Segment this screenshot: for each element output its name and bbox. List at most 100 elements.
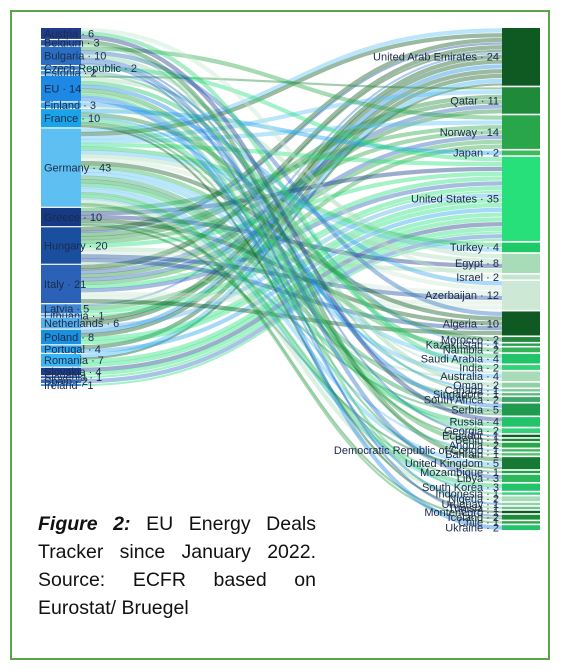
target-label-tunisia: Tunisia · 1 bbox=[448, 503, 499, 515]
link-eu-to-angola bbox=[80, 88, 503, 448]
link-hungary-to-azerbaijan bbox=[80, 254, 503, 300]
target-node-tunisia bbox=[502, 506, 540, 510]
target-node-algeria bbox=[502, 311, 540, 336]
source-label-latvia: Latvia · 5 bbox=[44, 304, 89, 316]
source-label-finland: Finland · 3 bbox=[44, 100, 96, 112]
link-belgium-to-united-kingdom bbox=[80, 39, 503, 462]
link-poland-to-united-states bbox=[80, 202, 503, 345]
source-label-ireland: Ireland · 1 bbox=[44, 380, 94, 392]
target-label-egypt: Egypt · 8 bbox=[455, 258, 499, 270]
source-label-france: France · 10 bbox=[44, 113, 100, 125]
link-italy-to-united-arab-emirates bbox=[80, 49, 503, 271]
target-node-morocco bbox=[502, 337, 540, 342]
target-node-saudi-arabia bbox=[502, 353, 540, 364]
target-node-angola bbox=[502, 442, 540, 448]
link-austria-to-russia bbox=[80, 34, 503, 422]
target-node-australia bbox=[502, 371, 540, 382]
link-germany-to-serbia bbox=[80, 179, 503, 413]
link-italy-to-norway bbox=[80, 134, 503, 282]
source-node-estonia bbox=[41, 70, 81, 75]
target-label-democratic-republic-of-congo: Democratic Republic of Congo · 1 bbox=[334, 445, 499, 457]
source-node-lithuania bbox=[41, 314, 81, 317]
link-greece-to-united-kingdom bbox=[80, 224, 503, 470]
target-node-chile bbox=[502, 521, 540, 524]
link-slovakia-to-united-states bbox=[80, 226, 503, 376]
source-label-portugal: Portugal · 4 bbox=[44, 344, 101, 356]
link-germany-to-united-kingdom bbox=[80, 188, 503, 467]
target-node-israel bbox=[502, 274, 540, 280]
source-label-germany: Germany · 43 bbox=[44, 162, 111, 174]
link-hungary-to-australia bbox=[80, 261, 503, 381]
link-germany-to-namibia bbox=[80, 164, 503, 352]
source-node-portugal bbox=[41, 345, 81, 353]
link-finland-to-azerbaijan bbox=[80, 102, 503, 286]
figure-frame bbox=[10, 10, 550, 660]
link-france-to-montenegro bbox=[80, 125, 503, 514]
link-romania-to-united-arab-emirates bbox=[80, 78, 503, 358]
link-netherlands-to-united-arab-emirates bbox=[80, 59, 503, 326]
link-ireland-to-united-states bbox=[80, 238, 503, 387]
target-label-norway: Norway · 14 bbox=[440, 127, 499, 139]
link-bulgaria-to-libya bbox=[80, 59, 503, 480]
target-label-south-africa: South Africa · 2 bbox=[424, 394, 499, 406]
target-node-japan bbox=[502, 150, 540, 156]
source-node-france bbox=[41, 109, 81, 128]
target-node-serbia bbox=[502, 403, 540, 416]
source-node-eu bbox=[41, 75, 81, 102]
target-node-ukraine bbox=[502, 525, 540, 530]
target-node-montenegro bbox=[502, 510, 540, 514]
target-label-ecuador: Ecuador · 1 bbox=[442, 431, 499, 443]
target-label-kazakhstan: Kazakhstan · 1 bbox=[426, 339, 499, 351]
target-node-bahrain bbox=[502, 453, 540, 456]
source-node-belgium bbox=[41, 40, 81, 46]
link-romania-to-united-arab-emirates bbox=[80, 83, 503, 360]
sankey-links bbox=[80, 27, 503, 530]
source-node-germany bbox=[41, 128, 81, 207]
link-eu-to-indonesia bbox=[80, 93, 503, 495]
target-node-russia bbox=[502, 417, 540, 427]
link-france-to-morocco bbox=[80, 112, 503, 342]
link-france-to-canada bbox=[80, 116, 503, 392]
target-label-serbia: Serbia · 5 bbox=[451, 404, 499, 416]
target-node-norway bbox=[502, 115, 540, 149]
target-label-turkey: Turkey · 4 bbox=[450, 242, 499, 254]
link-hungary-to-egypt bbox=[80, 247, 503, 273]
target-label-russia: Russia · 4 bbox=[449, 417, 499, 429]
target-label-canada: Canada · 1 bbox=[445, 385, 499, 397]
link-germany-to-south-africa bbox=[80, 175, 503, 402]
link-hungary-to-norway bbox=[80, 129, 503, 244]
link-poland-to-united-arab-emirates bbox=[80, 64, 503, 334]
link-slovakia-to-united-states bbox=[80, 222, 503, 372]
target-node-united-arab-emirates bbox=[502, 28, 540, 86]
target-label-south-korea: South Korea · 3 bbox=[422, 482, 499, 494]
link-germany-to-south-korea bbox=[80, 193, 503, 489]
link-france-to-mozambique bbox=[80, 123, 503, 474]
link-eu-to-serbia bbox=[80, 84, 503, 409]
link-germany-to-united-states bbox=[80, 142, 503, 167]
source-label-poland: Poland · 8 bbox=[44, 332, 94, 344]
source-node-netherlands bbox=[41, 317, 81, 329]
link-estonia-to-kazakhstan bbox=[80, 70, 503, 346]
link-latvia-to-norway bbox=[80, 144, 503, 311]
target-node-georgia bbox=[502, 428, 540, 434]
figure-label: Figure 2: bbox=[38, 513, 131, 535]
target-node-benin bbox=[502, 438, 540, 442]
source-node-finland bbox=[41, 102, 81, 108]
target-label-georgia: Georgia · 2 bbox=[444, 426, 499, 438]
link-bulgaria-to-iceland bbox=[80, 62, 503, 518]
link-germany-to-turkey bbox=[80, 146, 503, 248]
target-node-south-africa bbox=[502, 397, 540, 402]
target-node-mozambique bbox=[502, 470, 540, 474]
target-label-ukraine: Ukraine · 2 bbox=[445, 522, 499, 534]
target-label-saudi-arabia: Saudi Arabia · 4 bbox=[421, 353, 499, 365]
link-belgium-to-tunisia bbox=[80, 43, 503, 510]
link-lithuania-to-united-states bbox=[80, 190, 503, 317]
link-eu-to-egypt bbox=[80, 77, 503, 259]
target-node-indonesia bbox=[502, 492, 540, 495]
target-label-india: India · 2 bbox=[459, 362, 499, 374]
link-latvia-to-united-states bbox=[80, 186, 503, 314]
link-italy-to-azerbaijan bbox=[80, 295, 503, 310]
target-node-iceland bbox=[502, 514, 540, 520]
target-label-benin: Benin · 1 bbox=[455, 435, 499, 447]
target-node-qatar bbox=[502, 87, 540, 114]
